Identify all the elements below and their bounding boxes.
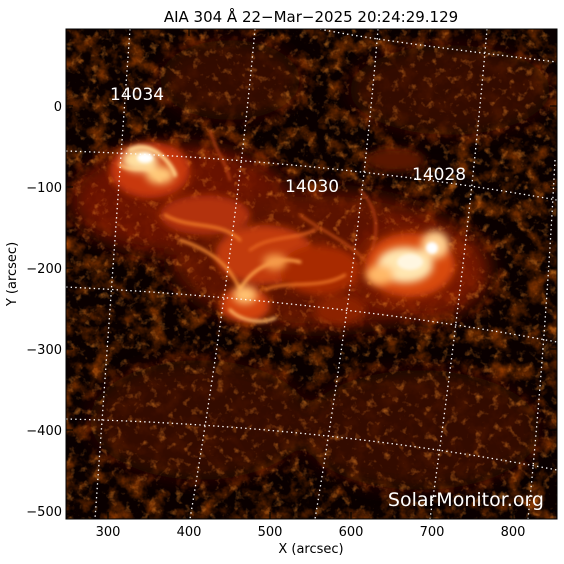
y-tick-label: −500 — [26, 505, 62, 520]
y-axis-tick-labels: 0 −100 −200 −300 −400 −500 — [26, 100, 62, 520]
aia-304-image: 14034 14030 14028 SolarMonitor.org — [66, 29, 557, 519]
image-title: AIA 304 Å 22−Mar−2025 20:24:29.129 — [164, 7, 458, 26]
heliographic-grid — [66, 29, 557, 519]
solarmonitor-watermark: SolarMonitor.org — [388, 489, 544, 511]
y-tick-label: −400 — [26, 424, 62, 439]
x-axis-label: X (arcsec) — [278, 542, 343, 557]
y-tick-label: −200 — [26, 262, 62, 277]
coronal-loops — [118, 129, 377, 323]
y-tick-label: −300 — [26, 343, 62, 358]
ar-label-14028: 14028 — [412, 165, 466, 185]
active-region-labels: 14034 14030 14028 — [110, 85, 466, 197]
plot-frame — [65, 28, 558, 520]
x-axis-tick-marks — [107, 29, 514, 519]
y-tick-label: 0 — [54, 100, 62, 115]
x-tick-label: 700 — [420, 525, 445, 540]
x-axis-tick-labels: 300 400 500 600 700 800 — [96, 525, 526, 540]
y-axis-label: Y (arcsec) — [5, 242, 20, 307]
x-tick-label: 300 — [96, 525, 121, 540]
plage-hot — [137, 153, 438, 270]
x-tick-label: 600 — [339, 525, 364, 540]
y-axis-tick-marks — [66, 105, 557, 512]
x-tick-label: 500 — [258, 525, 283, 540]
x-tick-label: 400 — [177, 525, 202, 540]
ar-label-14034: 14034 — [110, 85, 164, 105]
y-tick-label: −100 — [26, 181, 62, 196]
ar-label-14030: 14030 — [285, 177, 339, 197]
x-tick-label: 800 — [501, 525, 526, 540]
